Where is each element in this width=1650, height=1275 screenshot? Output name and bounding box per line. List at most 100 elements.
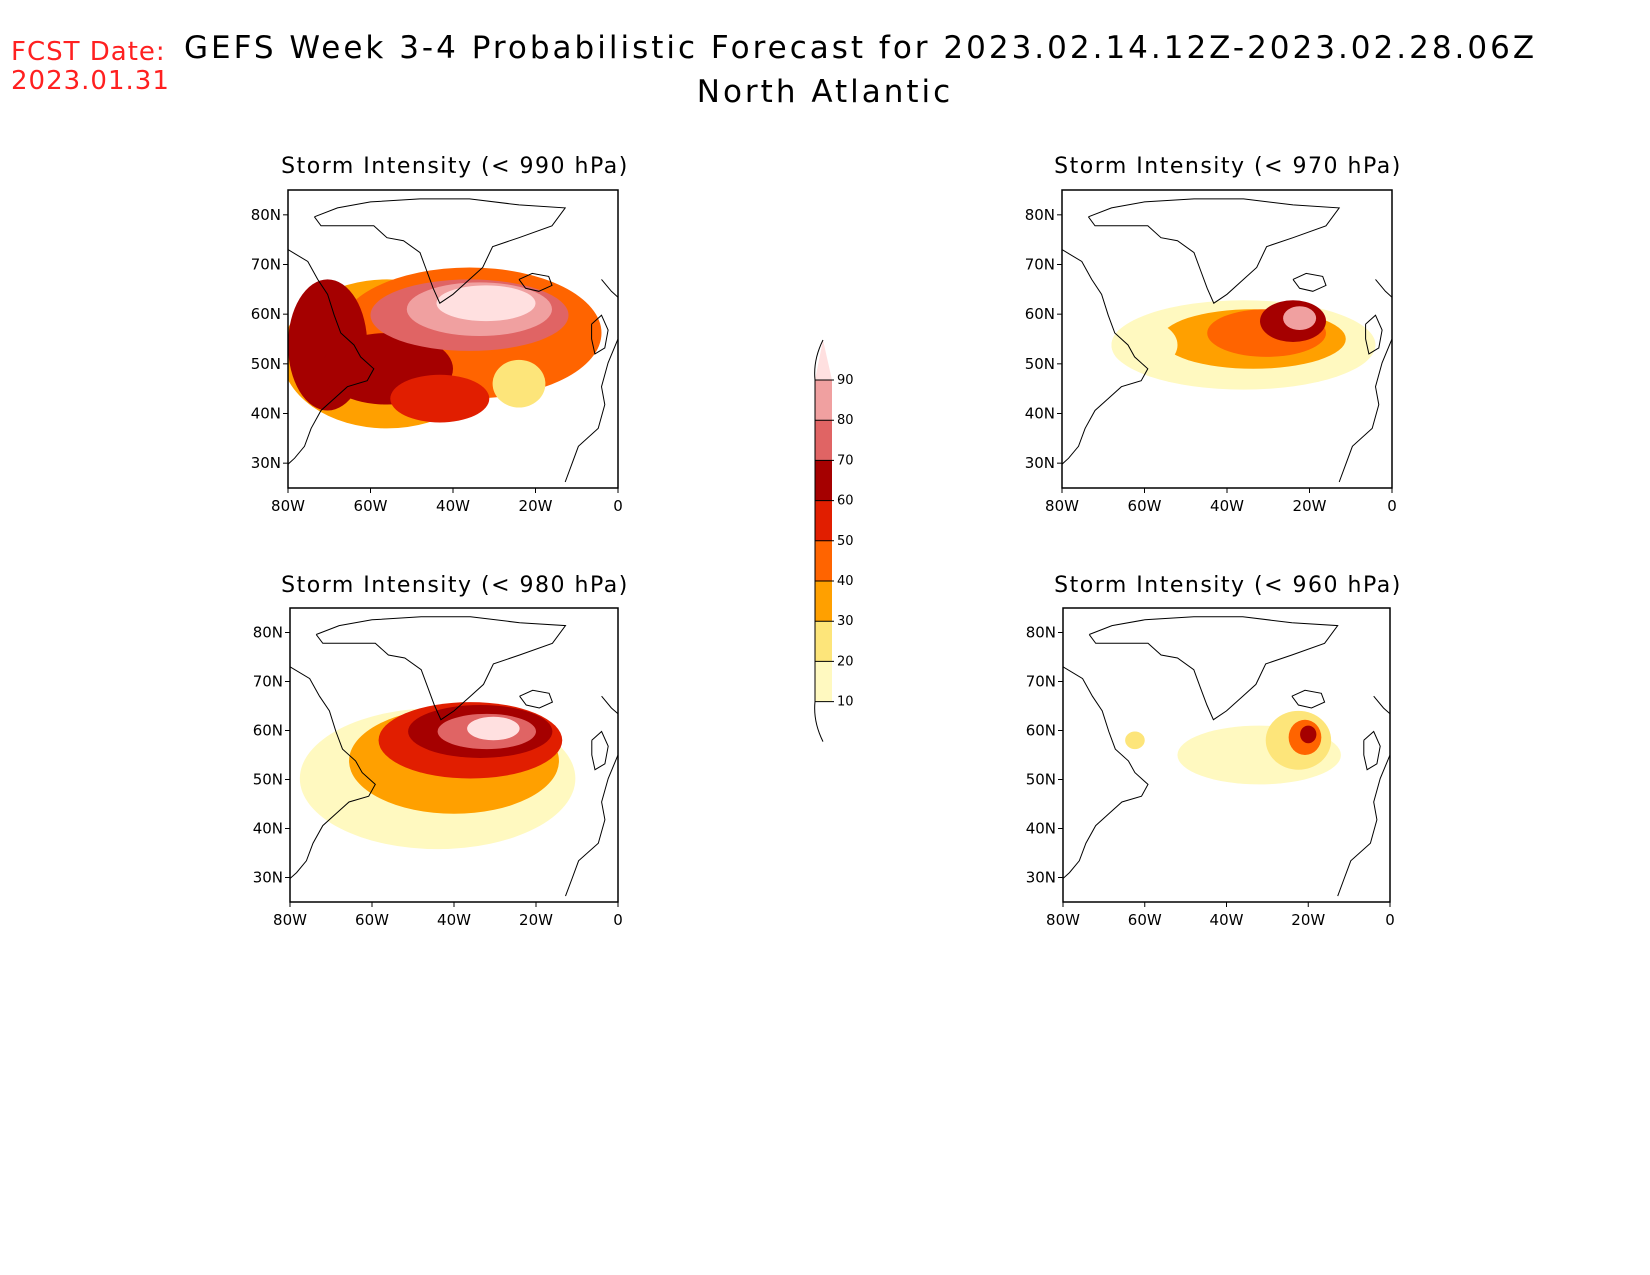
coastline (1337, 754, 1390, 897)
lon-label: 0 (1385, 911, 1395, 929)
lat-label: 50N (251, 355, 281, 373)
probability-area (390, 374, 490, 423)
lon-label: 0 (613, 497, 623, 515)
probability-area (1125, 731, 1145, 750)
lon-label: 80W (273, 911, 307, 929)
lon-label: 20W (519, 911, 553, 929)
coastline (1375, 279, 1392, 298)
map-panel: Storm Intensity (< 970 hPa) 80N 70N 60N 50N 4… (1025, 154, 1402, 515)
lon-label: 60W (355, 911, 389, 929)
coastline (313, 198, 567, 304)
coastline (1338, 338, 1392, 483)
lat-label: 40N (251, 405, 281, 423)
coastline (1088, 616, 1339, 721)
probability-area (1111, 321, 1178, 369)
lat-label: 30N (253, 869, 283, 887)
colorbar-label: 20 (837, 654, 854, 669)
coastline (591, 314, 609, 355)
coastline (1373, 695, 1390, 715)
lat-label: 40N (1025, 405, 1055, 423)
probability-field (1063, 616, 1390, 897)
lat-label: 40N (253, 820, 283, 838)
probability-area (492, 359, 546, 408)
forecast-date: FCST Date: 2023.01.31 (11, 38, 170, 96)
colorbar-segment (815, 540, 832, 581)
coastline (601, 279, 618, 298)
lat-label: 80N (251, 206, 281, 224)
lat-label: 80N (253, 624, 283, 642)
lat-label: 50N (1026, 771, 1056, 789)
lat-label: 60N (251, 305, 281, 323)
lon-label: 60W (354, 497, 388, 515)
forecast-date-label: FCST Date: (11, 37, 166, 67)
map-panel: Storm Intensity (< 980 hPa) 80N 70N 60N 50N 4… (253, 573, 629, 929)
colorbar-label: 50 (837, 534, 854, 549)
coastline (564, 338, 618, 483)
lat-label: 30N (251, 454, 281, 472)
lat-label: 30N (1025, 454, 1055, 472)
colorbar: 10 20 30 40 50 60 70 80 90 (814, 339, 854, 742)
colorbar-label: 80 (837, 413, 854, 428)
colorbar-label: 40 (837, 574, 854, 589)
probability-area (467, 716, 520, 741)
lon-label: 80W (1046, 911, 1080, 929)
lat-label: 40N (1026, 820, 1056, 838)
lat-label: 70N (253, 673, 283, 691)
panel-title: Storm Intensity (< 970 hPa) (1054, 154, 1402, 179)
map-panel: Storm Intensity (< 960 hPa) 80N 70N 60N 50N 4… (1026, 573, 1402, 929)
panel-title: Storm Intensity (< 960 hPa) (1054, 573, 1402, 598)
lat-label: 60N (1026, 722, 1056, 740)
title-line-2: North Atlantic (696, 74, 954, 110)
probability-field (1062, 198, 1392, 483)
lon-label: 0 (1387, 497, 1397, 515)
lon-label: 80W (271, 497, 305, 515)
probability-area (1283, 306, 1317, 331)
probability-area (436, 285, 536, 322)
colorbar-segment (815, 460, 832, 501)
lat-label: 70N (1026, 673, 1056, 691)
lat-label: 50N (1025, 355, 1055, 373)
coastline (290, 666, 376, 879)
lon-label: 20W (1293, 497, 1327, 515)
panel-title: Storm Intensity (< 980 hPa) (281, 573, 629, 598)
lat-label: 70N (1025, 256, 1055, 274)
coastline (565, 754, 618, 897)
coastline (591, 730, 609, 771)
coastline (519, 689, 554, 709)
colorbar-label: 70 (837, 453, 854, 468)
coastline (1062, 249, 1149, 465)
coastline (1087, 198, 1341, 304)
probability-field (290, 616, 618, 897)
lon-label: 20W (519, 497, 553, 515)
colorbar-segment (815, 621, 832, 662)
lon-label: 40W (1210, 911, 1244, 929)
probability-field (288, 198, 618, 483)
colorbar-segment (815, 500, 832, 541)
lat-label: 70N (251, 256, 281, 274)
colorbar-label: 90 (837, 373, 854, 388)
coastline (1291, 689, 1326, 709)
colorbar-label: 60 (837, 494, 854, 509)
panel-title: Storm Intensity (< 990 hPa) (281, 154, 629, 179)
colorbar-segment (815, 340, 832, 380)
lon-label: 60W (1128, 911, 1162, 929)
lon-label: 40W (1210, 497, 1244, 515)
coastline (1063, 666, 1149, 879)
coastline (1363, 730, 1381, 771)
colorbar-segment (815, 701, 832, 742)
probability-area (1300, 725, 1317, 744)
lat-label: 30N (1026, 869, 1056, 887)
lon-label: 80W (1045, 497, 1079, 515)
map-panel: Storm Intensity (< 990 hPa) 80N 70N 60N 50N 4… (251, 154, 629, 515)
colorbar-segment (815, 380, 832, 421)
colorbar-segment (815, 661, 832, 702)
colorbar-segment (815, 581, 832, 622)
lat-label: 50N (253, 771, 283, 789)
coastline (601, 695, 618, 715)
forecast-date-value: 2023.01.31 (11, 66, 170, 96)
lat-label: 80N (1026, 624, 1056, 642)
coastline (288, 249, 375, 465)
lat-label: 60N (253, 722, 283, 740)
lat-label: 60N (1025, 305, 1055, 323)
